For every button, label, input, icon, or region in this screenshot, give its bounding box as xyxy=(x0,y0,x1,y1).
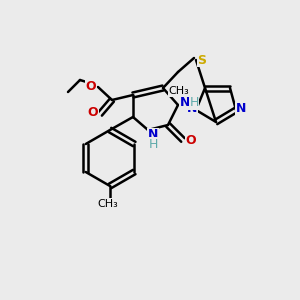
Text: O: O xyxy=(88,106,98,119)
Text: N: N xyxy=(187,103,197,116)
Text: S: S xyxy=(197,53,206,67)
Text: H: H xyxy=(148,137,158,151)
Text: O: O xyxy=(186,134,196,146)
Text: O: O xyxy=(86,80,96,92)
Text: N: N xyxy=(148,128,158,142)
Text: N: N xyxy=(236,103,246,116)
Text: CH₃: CH₃ xyxy=(98,199,118,209)
Text: CH₃: CH₃ xyxy=(169,86,189,96)
Text: H: H xyxy=(189,97,199,110)
Text: N: N xyxy=(180,97,190,110)
